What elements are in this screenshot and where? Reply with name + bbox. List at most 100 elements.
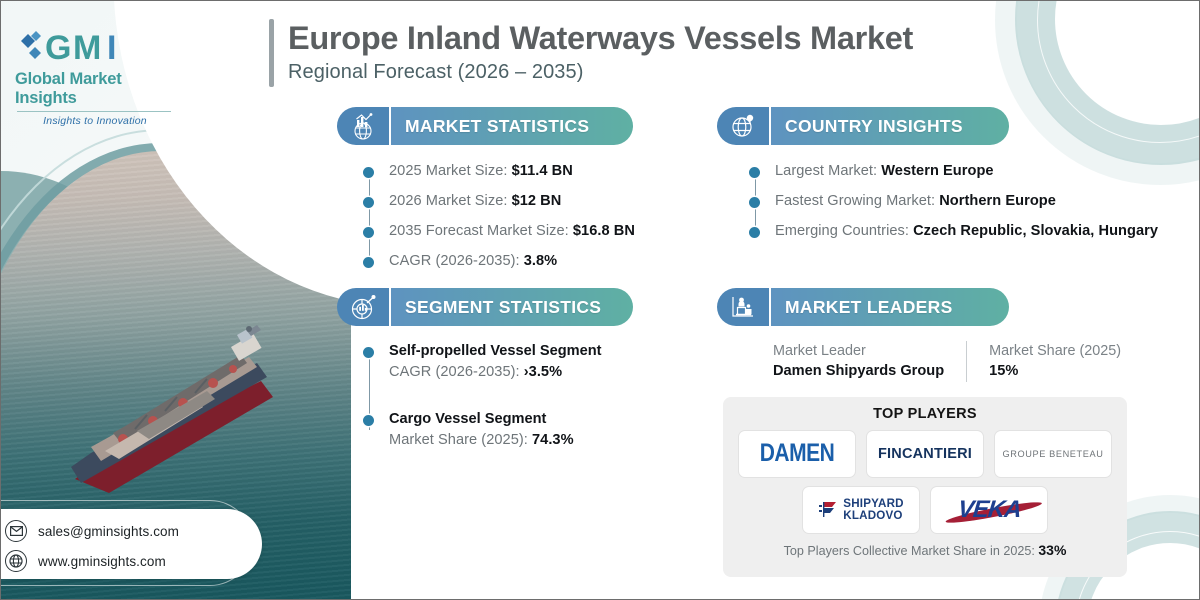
section-title-market-statistics: MARKET STATISTICS [389,107,633,145]
top-players-footer-value: 33% [1038,542,1067,558]
bullet-dot [363,227,374,238]
section-title-market-leaders: MARKET LEADERS [769,288,1009,326]
stat-label: 2025 Market Size: [389,163,512,179]
section-header-market-statistics: MARKET STATISTICS [337,107,633,145]
svg-text:I: I [107,29,115,67]
top-players-footer: Top Players Collective Market Share in 2… [735,542,1115,558]
market-share-value: 15% [989,363,1019,379]
top-players-title: TOP PLAYERS [873,406,977,422]
list-item: Largest Market: Western Europe [749,161,1159,182]
svg-text:M: M [73,29,100,67]
market-leader-summary: Market Leader Damen Shipyards Group Mark… [773,341,1121,382]
segment-value: 74.3% [532,432,574,448]
section-header-market-leaders: MARKET LEADERS [717,288,1009,326]
bullet-dot [363,347,374,358]
segment-label: Market Share (2025): [389,432,532,448]
globe-chart-icon [337,107,389,145]
bullet-dot [363,415,374,426]
stat-value: $16.8 BN [572,223,635,239]
list-item: Self-propelled Vessel Segment CAGR (2026… [363,341,683,383]
stat-label: CAGR (2026-2035): [389,253,524,269]
contact-website-row[interactable]: www.gminsights.com [5,548,262,574]
svg-text:G: G [45,29,70,67]
page-title: Europe Inland Waterways Vessels Market [288,20,914,56]
kladovo-flag-icon [819,502,837,517]
list-country-insights: Largest Market: Western Europe Fastest G… [749,161,1159,242]
bullet-connector [368,169,371,265]
list-market-statistics: 2025 Market Size: $11.4 BN 2026 Market S… [363,161,683,272]
contact-email-text: sales@gminsights.com [38,523,180,539]
insight-value: Northern Europe [939,193,1056,209]
stat-label: 2026 Market Size: [389,193,512,209]
bullet-dot [363,257,374,268]
section-title-country-insights: COUNTRY INSIGHTS [769,107,1009,145]
groupe-beneteau-logo[interactable]: GROUPE BENETEAU [994,430,1112,478]
page-subtitle: Regional Forecast (2026 – 2035) [288,61,584,83]
veka-logo[interactable]: VEKA [930,486,1048,534]
market-leader-value: Damen Shipyards Group [773,363,945,379]
brand-tagline: Insights to Innovation [43,115,147,127]
segment-heading: Cargo Vessel Segment [389,411,547,427]
damen-logo-text: DAMEN [759,439,835,467]
brand-divider [17,111,171,112]
section-title-segment-statistics: SEGMENT STATISTICS [389,288,633,326]
list-item: CAGR (2026-2035): 3.8% [363,251,683,272]
stat-value: 3.8% [523,253,558,269]
market-share-caption: Market Share (2025) [989,343,1122,359]
bullet-dot [749,167,760,178]
podium-people-icon [717,288,769,326]
brand-name: Global Market Insights [15,70,122,107]
cargo-ship-illustration [71,325,273,493]
fincantieri-logo[interactable]: FINCANTIERI [866,430,984,478]
section-header-segment-statistics: SEGMENT STATISTICS [337,288,633,326]
bullet-dot [363,167,374,178]
top-players-panel: TOP PLAYERS DAMEN FINCANTIERI GROUPE BEN… [723,397,1127,577]
list-segment-statistics: Self-propelled Vessel Segment CAGR (2026… [363,341,683,451]
stat-value: $11.4 BN [511,163,573,179]
stat-label: 2035 Forecast Market Size: [389,223,573,239]
title-accent-bar [269,19,274,87]
contact-website-text: www.gminsights.com [38,553,166,569]
insight-label: Largest Market: [775,163,882,179]
contact-email-row[interactable]: sales@gminsights.com [5,518,262,544]
hero-image-panel: sales@gminsights.com www.gminsights.com [1,1,351,599]
section-header-country-insights: COUNTRY INSIGHTS [717,107,1009,145]
stat-value: $12 BN [511,193,562,209]
insight-label: Fastest Growing Market: [775,193,940,209]
damen-logo[interactable]: DAMEN [738,430,856,478]
list-item: 2026 Market Size: $12 BN [363,191,683,212]
globe-icon [5,550,27,572]
contact-panel: sales@gminsights.com www.gminsights.com [1,509,262,579]
insight-value: Czech Republic, Slovakia, Hungary [913,223,1159,239]
veka-logo-text: VEKA [956,496,1022,523]
bullet-dot [749,227,760,238]
segment-label: CAGR (2026-2035): [389,364,524,380]
top-players-row-2: SHIPYARD KLADOVO VEKA [735,486,1115,534]
market-leader-column: Market Leader Damen Shipyards Group [773,341,966,382]
market-leader-caption: Market Leader [773,343,866,359]
page-title-block: Europe Inland Waterways Vessels Market R… [269,17,913,87]
globe-pin-icon [717,107,769,145]
list-item: 2025 Market Size: $11.4 BN [363,161,683,182]
list-item: Emerging Countries: Czech Republic, Slov… [749,221,1159,242]
gmi-logo-mark: G M I [21,29,116,67]
segment-heading: Self-propelled Vessel Segment [389,343,602,359]
list-item: Fastest Growing Market: Northern Europe [749,191,1159,212]
bullet-dot [749,197,760,208]
top-players-footer-label: Top Players Collective Market Share in 2… [783,544,1039,558]
list-item: 2035 Forecast Market Size: $16.8 BN [363,221,683,242]
segment-value: ›3.5% [523,364,563,380]
bullet-dot [363,197,374,208]
pie-chart-target-icon [337,288,389,326]
bullet-connector [368,349,371,430]
insight-label: Emerging Countries: [775,223,914,239]
shipyard-kladovo-logo[interactable]: SHIPYARD KLADOVO [802,486,920,534]
top-players-row-1: DAMEN FINCANTIERI GROUPE BENETEAU [735,430,1115,478]
beneteau-logo-text: GROUPE BENETEAU [1002,449,1104,459]
insight-value: Western Europe [881,163,994,179]
brand-logo[interactable]: G M I Global Market Insights Insights to… [15,27,175,127]
envelope-icon [5,520,27,542]
list-item: Cargo Vessel Segment Market Share (2025)… [363,409,683,451]
fincantieri-logo-text: FINCANTIERI [877,446,973,462]
